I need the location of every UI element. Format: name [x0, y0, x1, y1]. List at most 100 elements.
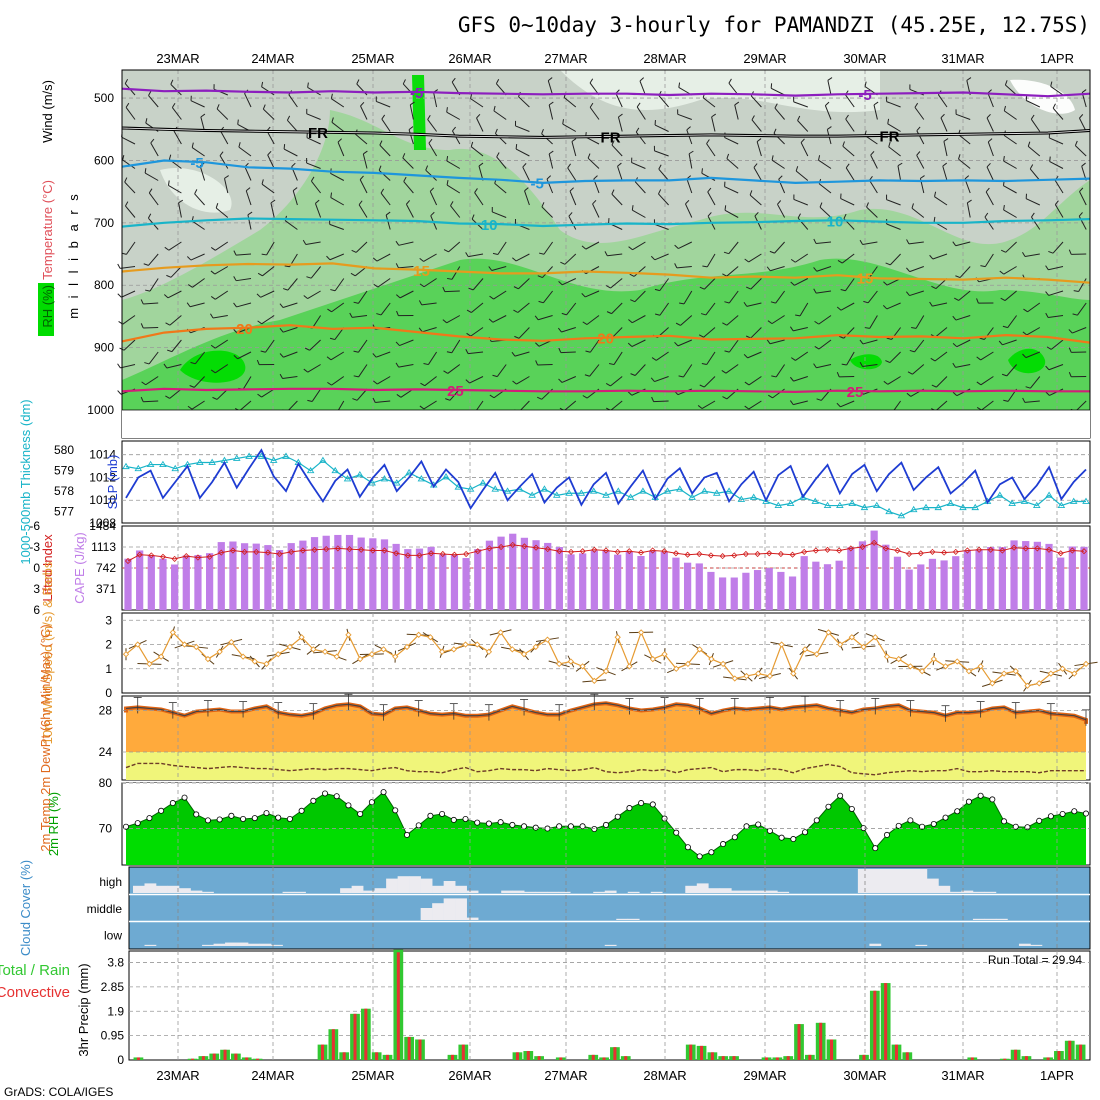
wind-barb [771, 315, 785, 325]
rh2m-point [895, 822, 902, 829]
cape-bar [917, 564, 925, 610]
wind-speed-point [532, 643, 539, 651]
wind-barb [724, 137, 739, 145]
wind-barb-flag [307, 399, 313, 402]
cape-bar [707, 571, 715, 610]
precip-convective-bar [201, 1056, 205, 1060]
wind-speed-point [497, 629, 504, 636]
thickness-point [368, 479, 376, 486]
wind-barb [845, 167, 855, 181]
precip-convective-bar [515, 1052, 519, 1060]
cape-bar [1045, 543, 1053, 610]
wind-barb-flag [353, 301, 359, 304]
wind-barb [707, 191, 716, 206]
cape-bar [952, 556, 960, 610]
wind-barb-flag [256, 359, 260, 365]
wind-barb-flag [966, 77, 972, 81]
wind-barb [840, 198, 855, 206]
wind-barb-flag [541, 202, 545, 208]
rh2m-point [556, 823, 563, 830]
wind-barb [793, 400, 808, 406]
rh2m-point [720, 841, 727, 848]
wind-speed-point [462, 641, 469, 648]
rh2m-point [521, 823, 528, 830]
lifted-index-point [498, 543, 505, 551]
wind-barb [676, 266, 692, 269]
wind-barb-flag [511, 351, 516, 357]
wind-barb-flag [140, 323, 144, 329]
wind-speed-point [357, 655, 364, 663]
thickness-point [245, 452, 253, 459]
thickness-point [872, 501, 881, 509]
thickness-point [1045, 491, 1053, 498]
thickness-point [552, 491, 561, 498]
wind-barb-flag [430, 211, 435, 217]
wind-barb [563, 400, 577, 412]
wind-barb [168, 241, 182, 251]
cape-bar [497, 536, 505, 610]
wind-tick-1: 1 [105, 662, 112, 676]
wind-barb-flag [353, 375, 359, 378]
wind-barb-flag [140, 299, 144, 305]
wind-barb-flag [1073, 290, 1079, 292]
rh2m-point [158, 807, 165, 814]
rh2m-point [392, 807, 399, 814]
wind-barb-flag [789, 400, 794, 405]
wind-barb-flag [770, 301, 776, 304]
wind-barb [261, 183, 275, 194]
wind-barb-flag [199, 162, 205, 167]
wind-speed-point [848, 634, 855, 641]
wind-barb-flag [165, 322, 171, 326]
wind-barb-flag [909, 349, 915, 353]
rh2m-point [907, 817, 914, 824]
wind-barb-flag [870, 151, 875, 156]
precip-convective-bar [894, 1044, 898, 1060]
lifted-index-point [206, 553, 213, 560]
wind-barb [592, 203, 600, 218]
cloud-high-bar [938, 885, 951, 893]
wind-barb-flag [943, 138, 949, 142]
wind-barb [283, 351, 298, 358]
wind-barb [955, 241, 971, 247]
wind-barb [1052, 107, 1064, 120]
wind-speed-point [1024, 682, 1031, 689]
slp-tick-1: 1010 [89, 493, 116, 507]
wind-barb-flag [771, 155, 774, 161]
wind-barb [423, 278, 437, 288]
cloud-high-bar [167, 885, 180, 893]
wind-speed-point [778, 641, 785, 648]
wind-barb [846, 351, 855, 366]
thickness-point [134, 464, 143, 472]
wind-barb [654, 376, 669, 383]
wind-barb [242, 376, 252, 390]
wind-barb-flag [1050, 81, 1053, 87]
cape-bar [847, 547, 855, 610]
cloud-low-bar [236, 942, 249, 946]
wind-barb-flag [934, 191, 937, 197]
wind-barb-flag [797, 213, 801, 219]
wind-barb-flag [767, 320, 773, 325]
precip-convective-bar [1014, 1049, 1018, 1060]
cloud-high-bar [351, 885, 364, 893]
precip-convective-bar [245, 1057, 249, 1060]
lifted-index-point [999, 547, 1006, 554]
wind-barb [470, 98, 484, 108]
wind-barb [219, 155, 229, 169]
wind-barb [120, 266, 136, 269]
lifted-index-point [404, 552, 411, 559]
slp-ylabel: SLP (mb) [105, 455, 120, 510]
wind-barb-flag [754, 211, 759, 217]
wind-speed-point [263, 660, 270, 668]
wind-barb [748, 376, 762, 386]
precip-convective-bar [624, 1056, 628, 1060]
wind-barb-flag [330, 93, 333, 99]
wind-speed-point [696, 646, 703, 653]
thickness-point [392, 479, 401, 486]
wind-barb-flag [1000, 249, 1006, 253]
cloud-low-bar [1030, 944, 1043, 946]
wind-barb-flag [117, 293, 122, 298]
precip-convective-bar [905, 1052, 909, 1060]
cloud-high-bar [627, 891, 640, 893]
lifted-index-point [136, 551, 143, 558]
cloud-high-bar [190, 890, 203, 893]
